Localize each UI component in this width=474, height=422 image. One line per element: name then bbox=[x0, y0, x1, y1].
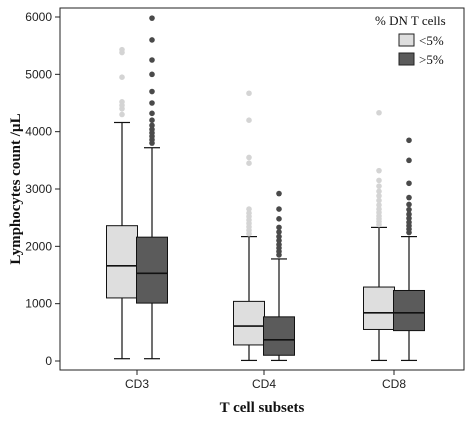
outlier-point bbox=[276, 190, 282, 197]
outlier-point bbox=[149, 37, 155, 43]
outlier-point bbox=[149, 122, 155, 129]
outlier-point bbox=[376, 193, 382, 199]
x-axis: CD3 CD4 CD8 bbox=[125, 370, 406, 391]
outlier-point bbox=[246, 210, 252, 216]
y-axis: 0 1000 2000 3000 4000 5000 6000 bbox=[25, 10, 60, 368]
legend-swatch-gt5 bbox=[398, 52, 415, 66]
box-series bbox=[106, 15, 425, 362]
outlier-point bbox=[376, 109, 382, 116]
outlier-point bbox=[376, 197, 382, 204]
outlier-point bbox=[149, 71, 155, 78]
outlier-point bbox=[276, 237, 282, 244]
outlier-point bbox=[246, 90, 252, 97]
outlier-point bbox=[119, 74, 125, 80]
y-tick-label: 6000 bbox=[25, 10, 52, 24]
outlier-point bbox=[149, 117, 155, 123]
outlier-point bbox=[119, 99, 125, 105]
y-tick-label: 5000 bbox=[25, 67, 52, 81]
outlier-point bbox=[406, 211, 412, 218]
box-cd3-lt5 bbox=[106, 46, 138, 360]
outlier-point bbox=[246, 160, 252, 166]
outlier-point bbox=[406, 137, 412, 144]
y-tick-label: 2000 bbox=[25, 239, 52, 253]
outlier-point bbox=[246, 154, 252, 161]
outlier-point bbox=[149, 88, 155, 95]
box-cd8-lt5 bbox=[363, 109, 395, 362]
box-cd3-gt5 bbox=[136, 15, 168, 360]
y-tick-label: 1000 bbox=[25, 297, 52, 311]
outlier-point bbox=[276, 224, 282, 231]
x-tick-label: CD8 bbox=[382, 377, 406, 391]
box-iqr bbox=[393, 289, 425, 332]
box-iqr bbox=[363, 286, 395, 330]
outlier-point bbox=[406, 157, 412, 164]
outlier-point bbox=[406, 219, 412, 226]
x-tick-label: CD4 bbox=[252, 377, 276, 391]
y-tick-label: 4000 bbox=[25, 125, 52, 139]
outlier-point bbox=[246, 117, 252, 123]
legend-swatch-lt5 bbox=[398, 33, 415, 47]
x-tick-label: CD3 bbox=[125, 377, 149, 391]
box-iqr bbox=[263, 316, 295, 356]
outlier-point bbox=[406, 215, 412, 222]
outlier-point bbox=[276, 229, 282, 235]
box-iqr bbox=[106, 225, 138, 299]
outlier-point bbox=[406, 194, 412, 201]
box-cd4-lt5 bbox=[233, 90, 265, 362]
outlier-point bbox=[276, 241, 282, 248]
legend-title: % DN T cells bbox=[375, 13, 446, 28]
outlier-point bbox=[149, 126, 155, 133]
outlier-point bbox=[119, 111, 125, 118]
outlier-point bbox=[376, 206, 382, 212]
y-tick-label: 0 bbox=[45, 354, 52, 368]
outlier-point bbox=[376, 183, 382, 189]
y-tick-label: 3000 bbox=[25, 182, 52, 196]
outlier-point bbox=[376, 177, 382, 184]
y-axis-title: Lymphocytes count /µL bbox=[8, 113, 24, 264]
outlier-point bbox=[119, 46, 125, 53]
outlier-point bbox=[149, 15, 155, 21]
legend-label-gt5: >5% bbox=[419, 52, 444, 67]
box-cd8-gt5 bbox=[393, 137, 425, 362]
outlier-point bbox=[246, 206, 252, 212]
outlier-point bbox=[376, 188, 382, 195]
x-axis-title: T cell subsets bbox=[220, 400, 305, 416]
box-iqr bbox=[233, 300, 265, 346]
outlier-point bbox=[149, 100, 155, 106]
outlier-point bbox=[149, 110, 155, 117]
box-iqr bbox=[136, 236, 168, 304]
outlier-point bbox=[276, 216, 282, 222]
box-cd4-gt5 bbox=[263, 190, 295, 362]
legend-label-lt5: <5% bbox=[419, 33, 444, 48]
outlier-point bbox=[376, 167, 382, 174]
outlier-point bbox=[149, 57, 155, 63]
outlier-point bbox=[276, 233, 282, 240]
outlier-point bbox=[406, 180, 412, 187]
outlier-point bbox=[276, 206, 282, 212]
legend: % DN T cells <5% >5% bbox=[375, 13, 446, 67]
outlier-point bbox=[406, 206, 412, 213]
outlier-point bbox=[406, 201, 412, 208]
outlier-point bbox=[376, 202, 382, 208]
